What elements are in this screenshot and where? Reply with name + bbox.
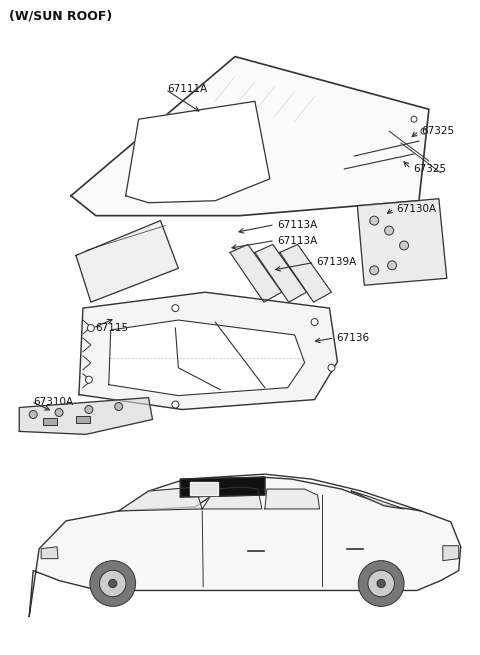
Text: 67111A: 67111A [168,84,208,94]
Circle shape [328,364,335,371]
Text: (W/SUN ROOF): (W/SUN ROOF) [9,10,113,23]
Polygon shape [202,487,262,509]
Circle shape [29,411,37,419]
Polygon shape [351,491,404,509]
Polygon shape [29,477,461,616]
Circle shape [388,261,396,270]
Circle shape [384,226,394,235]
Circle shape [108,580,117,588]
Text: 67310A: 67310A [33,396,73,407]
Text: 67113A: 67113A [277,236,317,246]
Circle shape [377,580,385,588]
Circle shape [172,305,179,312]
Circle shape [358,561,404,607]
Polygon shape [109,320,305,396]
Polygon shape [443,546,459,561]
Text: 67139A: 67139A [316,257,357,267]
Circle shape [99,571,126,597]
Polygon shape [280,244,332,302]
Polygon shape [126,102,270,203]
Polygon shape [119,487,202,511]
Circle shape [115,403,123,411]
Bar [76,417,90,423]
Text: 67325: 67325 [413,164,446,174]
Polygon shape [19,398,153,434]
Polygon shape [79,292,337,409]
Polygon shape [190,482,218,495]
Polygon shape [230,244,282,302]
Circle shape [85,376,92,383]
Circle shape [90,561,136,607]
Circle shape [85,405,93,413]
Polygon shape [180,477,265,497]
Circle shape [87,324,95,331]
Polygon shape [357,198,447,285]
Polygon shape [76,221,179,302]
Circle shape [311,318,318,326]
Text: 67325: 67325 [421,126,454,136]
Circle shape [55,409,63,417]
Circle shape [399,241,408,250]
Text: 67130A: 67130A [396,204,436,214]
Polygon shape [41,547,58,559]
Text: 67136: 67136 [336,333,370,343]
Polygon shape [71,56,429,215]
Circle shape [368,571,395,597]
Circle shape [370,216,379,225]
Circle shape [172,401,179,408]
Polygon shape [265,489,320,509]
Text: 67115: 67115 [95,323,128,333]
Polygon shape [255,244,307,302]
Circle shape [370,266,379,275]
Text: 67113A: 67113A [277,219,317,230]
Bar [43,419,57,426]
